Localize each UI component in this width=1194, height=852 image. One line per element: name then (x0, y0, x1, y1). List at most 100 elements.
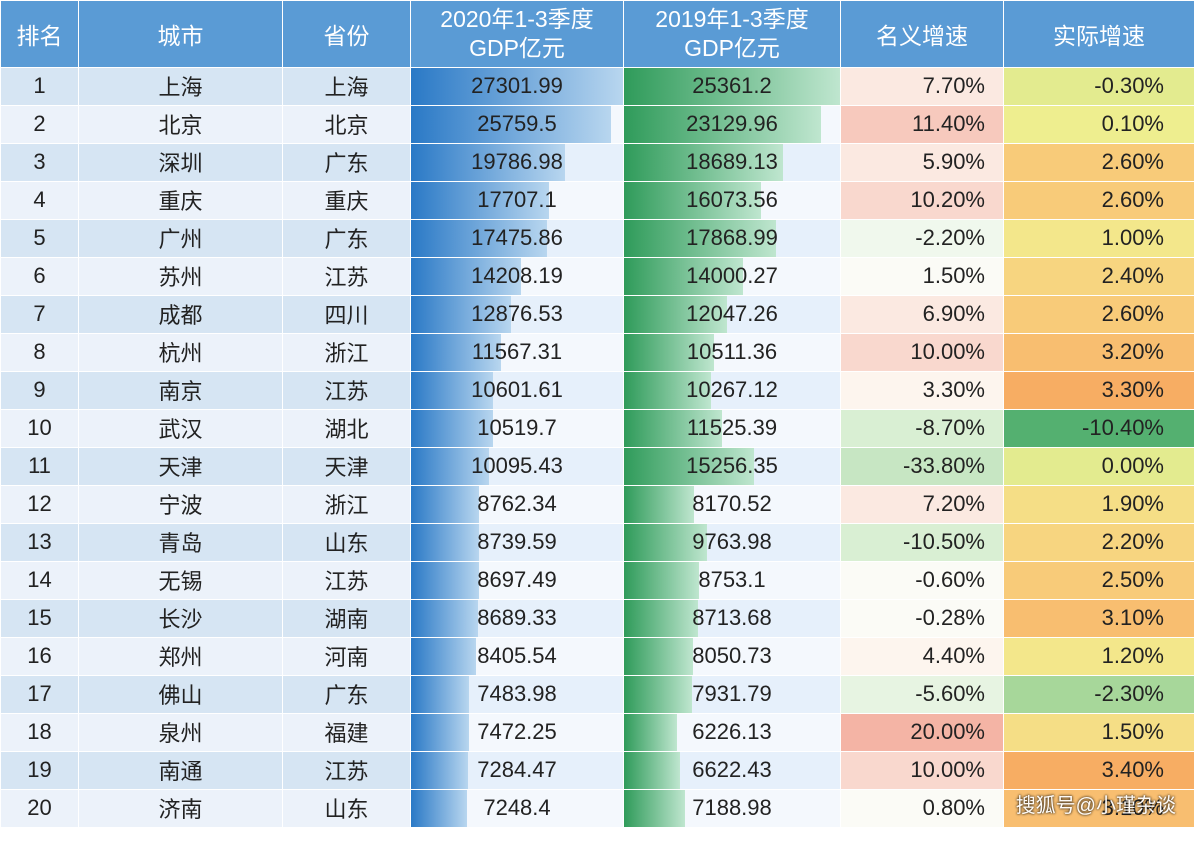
cell-city: 无锡 (79, 561, 283, 599)
cell-city: 长沙 (79, 599, 283, 637)
cell-rank: 4 (1, 181, 79, 219)
cell-province: 湖北 (283, 409, 411, 447)
cell-gdp2020: 17475.86 (411, 219, 624, 257)
cell-gdp2019: 14000.27 (624, 257, 841, 295)
cell-rank: 5 (1, 219, 79, 257)
cell-province: 江苏 (283, 371, 411, 409)
cell-gdp2020: 17707.1 (411, 181, 624, 219)
cell-nominal-growth: 11.40% (841, 105, 1004, 143)
col-header-gdp2020: 2020年1-3季度GDP亿元 (411, 1, 624, 68)
cell-nominal-growth: 0.80% (841, 789, 1004, 827)
cell-gdp2020: 8405.54 (411, 637, 624, 675)
cell-province: 重庆 (283, 181, 411, 219)
table-row: 16郑州河南8405.548050.734.40%1.20% (1, 637, 1194, 675)
cell-gdp2020: 10095.43 (411, 447, 624, 485)
cell-gdp2019: 18689.13 (624, 143, 841, 181)
cell-real-growth: 2.60% (1004, 143, 1194, 181)
cell-rank: 20 (1, 789, 79, 827)
cell-gdp2020: 14208.19 (411, 257, 624, 295)
cell-real-growth: 0.10% (1004, 105, 1194, 143)
cell-nominal-growth: -2.20% (841, 219, 1004, 257)
cell-city: 宁波 (79, 485, 283, 523)
col-header-nominal: 名义增速 (841, 1, 1004, 68)
cell-nominal-growth: 20.00% (841, 713, 1004, 751)
cell-nominal-growth: 3.30% (841, 371, 1004, 409)
cell-city: 泉州 (79, 713, 283, 751)
cell-real-growth: 3.30% (1004, 371, 1194, 409)
table-row: 5广州广东17475.8617868.99-2.20%1.00% (1, 219, 1194, 257)
table-row: 15长沙湖南8689.338713.68-0.28%3.10% (1, 599, 1194, 637)
cell-rank: 16 (1, 637, 79, 675)
cell-gdp2020: 7472.25 (411, 713, 624, 751)
gdp-ranking-table: 排名城市省份2020年1-3季度GDP亿元2019年1-3季度GDP亿元名义增速… (0, 0, 1194, 828)
cell-rank: 17 (1, 675, 79, 713)
table-row: 9南京江苏10601.6110267.123.30%3.30% (1, 371, 1194, 409)
cell-province: 广东 (283, 143, 411, 181)
cell-nominal-growth: 1.50% (841, 257, 1004, 295)
table-row: 8杭州浙江11567.3110511.3610.00%3.20% (1, 333, 1194, 371)
table-row: 17佛山广东7483.987931.79-5.60%-2.30% (1, 675, 1194, 713)
cell-rank: 10 (1, 409, 79, 447)
cell-province: 上海 (283, 67, 411, 105)
cell-gdp2020: 8762.34 (411, 485, 624, 523)
col-header-province: 省份 (283, 1, 411, 68)
cell-nominal-growth: 10.00% (841, 333, 1004, 371)
cell-province: 江苏 (283, 257, 411, 295)
cell-province: 江苏 (283, 751, 411, 789)
col-header-rank: 排名 (1, 1, 79, 68)
cell-rank: 14 (1, 561, 79, 599)
cell-gdp2019: 7931.79 (624, 675, 841, 713)
cell-nominal-growth: -33.80% (841, 447, 1004, 485)
cell-city: 济南 (79, 789, 283, 827)
cell-gdp2019: 17868.99 (624, 219, 841, 257)
col-header-gdp2019: 2019年1-3季度GDP亿元 (624, 1, 841, 68)
cell-rank: 9 (1, 371, 79, 409)
cell-rank: 7 (1, 295, 79, 333)
cell-rank: 6 (1, 257, 79, 295)
cell-gdp2020: 27301.99 (411, 67, 624, 105)
cell-province: 天津 (283, 447, 411, 485)
cell-real-growth: 3.20% (1004, 333, 1194, 371)
cell-rank: 13 (1, 523, 79, 561)
cell-city: 杭州 (79, 333, 283, 371)
cell-nominal-growth: 7.20% (841, 485, 1004, 523)
cell-gdp2019: 6622.43 (624, 751, 841, 789)
cell-city: 天津 (79, 447, 283, 485)
cell-nominal-growth: 6.90% (841, 295, 1004, 333)
cell-city: 上海 (79, 67, 283, 105)
cell-gdp2019: 15256.35 (624, 447, 841, 485)
cell-city: 深圳 (79, 143, 283, 181)
cell-province: 北京 (283, 105, 411, 143)
cell-nominal-growth: -0.28% (841, 599, 1004, 637)
cell-gdp2019: 8170.52 (624, 485, 841, 523)
cell-gdp2019: 8050.73 (624, 637, 841, 675)
table-row: 18泉州福建7472.256226.1320.00%1.50% (1, 713, 1194, 751)
table-row: 2北京北京25759.523129.9611.40%0.10% (1, 105, 1194, 143)
cell-city: 苏州 (79, 257, 283, 295)
cell-gdp2019: 23129.96 (624, 105, 841, 143)
cell-real-growth: 2.60% (1004, 181, 1194, 219)
cell-province: 山东 (283, 789, 411, 827)
cell-gdp2020: 10519.7 (411, 409, 624, 447)
cell-real-growth: 1.00% (1004, 219, 1194, 257)
cell-real-growth: -2.30% (1004, 675, 1194, 713)
cell-rank: 11 (1, 447, 79, 485)
cell-city: 南京 (79, 371, 283, 409)
cell-city: 南通 (79, 751, 283, 789)
cell-province: 浙江 (283, 333, 411, 371)
col-header-real: 实际增速 (1004, 1, 1194, 68)
cell-gdp2020: 8739.59 (411, 523, 624, 561)
cell-gdp2020: 8697.49 (411, 561, 624, 599)
cell-rank: 19 (1, 751, 79, 789)
cell-province: 四川 (283, 295, 411, 333)
watermark-text: 搜狐号@小瑾杂谈 (1016, 789, 1176, 818)
table-row: 19南通江苏7284.476622.4310.00%3.40% (1, 751, 1194, 789)
table-row: 3深圳广东19786.9818689.135.90%2.60% (1, 143, 1194, 181)
cell-real-growth: 3.40% (1004, 751, 1194, 789)
cell-real-growth: -0.30% (1004, 67, 1194, 105)
cell-rank: 12 (1, 485, 79, 523)
cell-gdp2020: 25759.5 (411, 105, 624, 143)
cell-gdp2019: 8753.1 (624, 561, 841, 599)
cell-rank: 18 (1, 713, 79, 751)
cell-gdp2020: 19786.98 (411, 143, 624, 181)
